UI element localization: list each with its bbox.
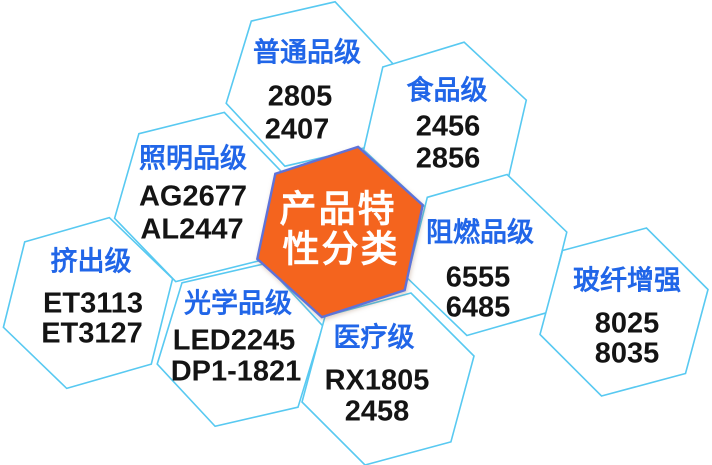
group-medical-label: 医疗级 [333,322,415,353]
center-title-line-2: 性分类 [282,228,400,270]
hexagon-center-title [255,145,425,319]
group-glass-label: 玻纤增强 [573,265,681,296]
hexagon-extrusion [2,216,174,390]
group-medical-value-2: 2458 [344,395,410,428]
group-optical-label: 光学品级 [184,288,292,319]
group-glass-value-1: 8025 [594,307,660,340]
group-extrusion-label: 挤出级 [50,246,132,277]
group-extrusion-value-2: ET3127 [41,317,143,350]
group-flame-value-1: 6555 [445,261,511,294]
group-lighting-value-1: AG2677 [138,180,248,213]
group-glass-value-2: 8035 [594,337,660,370]
group-extrusion-value-1: ET3113 [43,287,143,320]
group-lighting-label: 照明品级 [139,143,247,174]
group-ordinary-value-2: 2407 [264,113,330,146]
group-flame-value-2: 6485 [445,291,511,324]
group-ordinary-value-1: 2805 [267,80,333,113]
group-food-value-1: 2456 [415,110,481,143]
group-optical-value-1: LED2245 [172,324,296,357]
center-title-line-1: 产品特 [279,188,397,230]
group-medical-value-1: RX1805 [324,364,430,397]
hexagon-glass [539,227,709,397]
group-optical-value-2: DP1-1821 [170,355,302,388]
group-food-label: 食品级 [406,75,488,106]
hexagon-medical [301,292,475,465]
group-flame-label: 阻燃品级 [426,217,534,248]
group-food-value-2: 2856 [415,142,481,175]
group-lighting-value-2: AL2447 [140,213,244,246]
group-ordinary-label: 普通品级 [253,37,361,68]
